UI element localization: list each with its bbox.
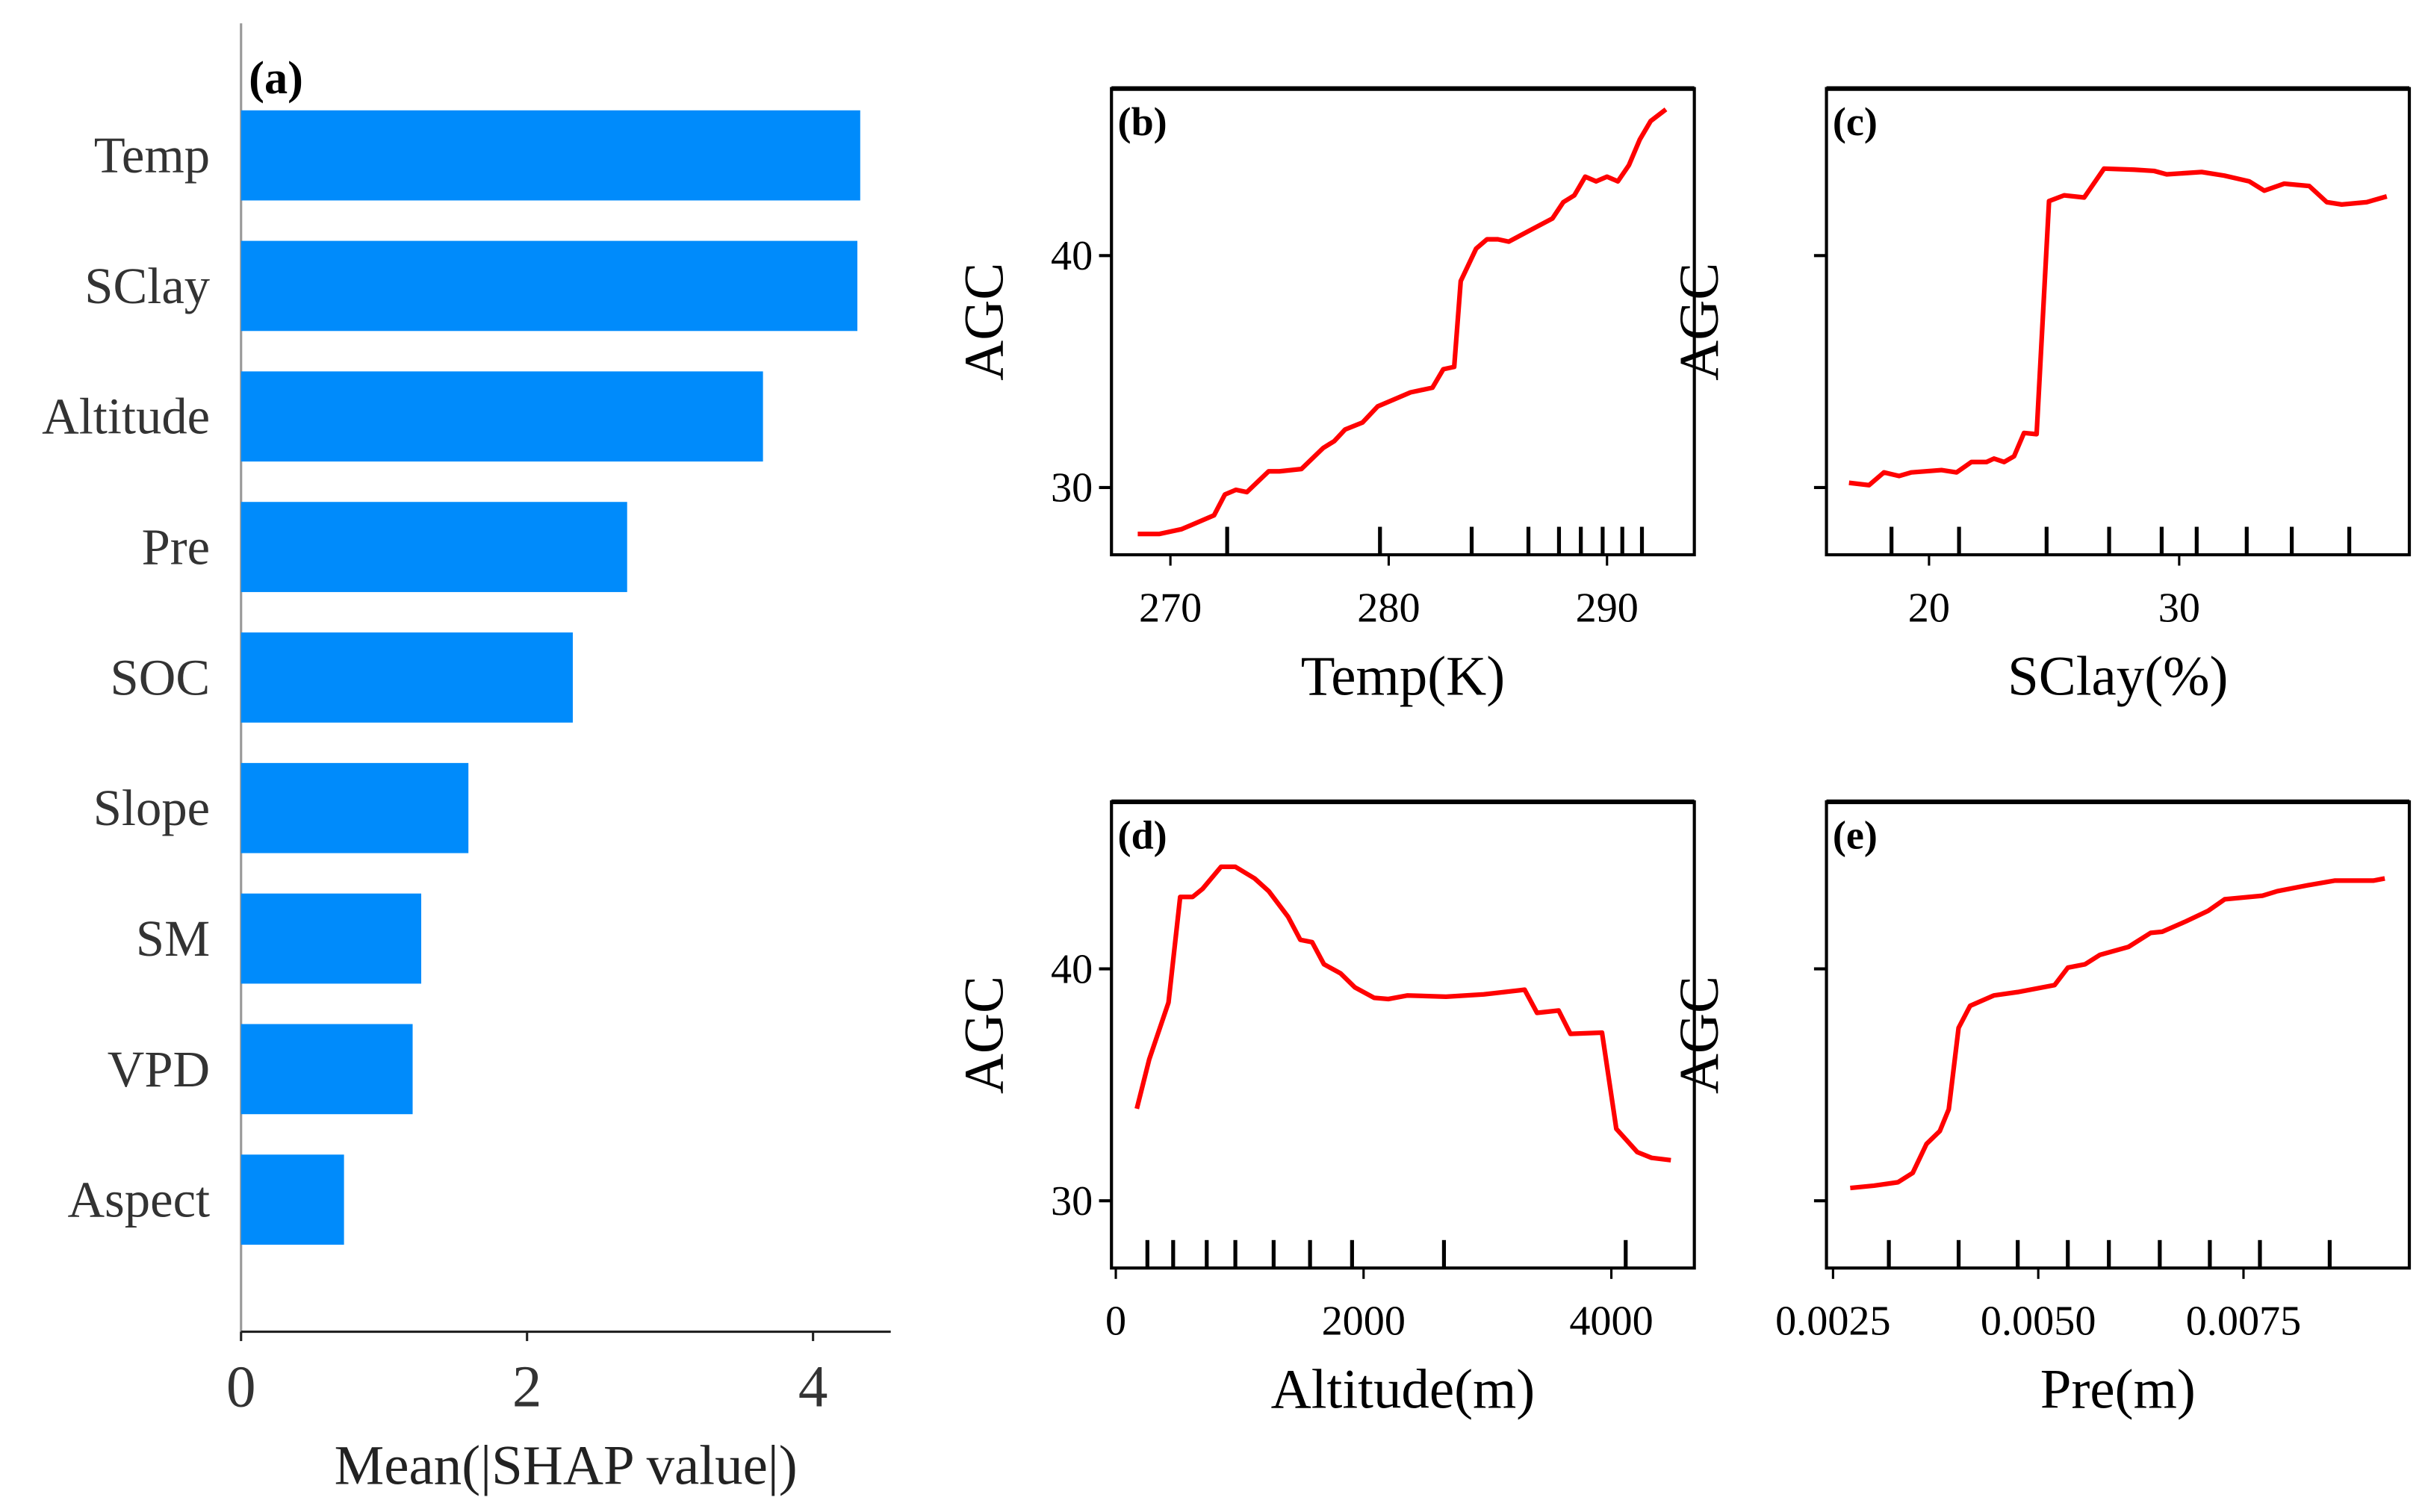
x-tick-label: 270 xyxy=(1139,585,1202,631)
x-axis-title: SClay(%) xyxy=(2008,645,2228,707)
x-tick-label: 4 xyxy=(798,1354,828,1419)
panel-label: (a) xyxy=(249,52,303,104)
category-label: Slope xyxy=(93,780,210,836)
y-axis-title: AGC xyxy=(954,976,1016,1094)
x-tick-label: 280 xyxy=(1357,585,1420,631)
bar-altitude xyxy=(240,371,763,462)
bar-pre xyxy=(240,502,627,592)
category-label: Altitude xyxy=(42,388,210,445)
panel-label: (e) xyxy=(1833,812,1878,857)
bar-slope xyxy=(240,762,469,853)
bar-temp xyxy=(240,110,860,201)
x-tick-label: 0 xyxy=(1105,1298,1126,1345)
y-tick-label: 40 xyxy=(1051,946,1093,992)
category-label: Aspect xyxy=(67,1172,210,1228)
category-label: SM xyxy=(136,910,210,967)
bar-aspect xyxy=(240,1154,344,1245)
x-axis-title: Pre(m) xyxy=(2040,1359,2196,1421)
pdp-line xyxy=(1848,166,2388,488)
category-label: Pre xyxy=(142,518,211,575)
x-tick-label: 290 xyxy=(1576,585,1639,631)
pdp-line xyxy=(1850,876,2385,1191)
category-label: SClay xyxy=(84,258,211,314)
x-axis-title: Mean(|SHAP value|) xyxy=(335,1435,798,1497)
pdp-pre-panel: (e) 0.0025 0.0050 0.0075 Pre(m) AGC xyxy=(1668,799,2412,1421)
x-tick-label: 0.0025 xyxy=(1775,1298,1891,1345)
pdp-line xyxy=(1134,864,1671,1163)
plot-frame xyxy=(1825,87,2412,557)
bar-sm xyxy=(240,893,422,984)
y-axis-title: AGC xyxy=(1668,976,1730,1094)
x-tick-label: 20 xyxy=(1908,585,1950,631)
shap-importance-bar-chart: (a) Temp SClay Altitude Pre SOC Slope SM VPD Aspe… xyxy=(42,23,891,1497)
plot-frame xyxy=(1825,800,2412,1270)
x-axis-title: Altitude(m) xyxy=(1271,1359,1536,1421)
y-tick-label: 30 xyxy=(1051,465,1093,511)
pdp-temp-panel: (b) 270 280 290 30 40 Temp(K) AGC xyxy=(954,86,1696,707)
x-tick-label: 0.0075 xyxy=(2186,1298,2302,1345)
pdp-altitude-panel: (d) 0 2000 4000 30 40 Altitude(m) AGC xyxy=(954,799,1696,1421)
y-axis-title: AGC xyxy=(954,263,1016,381)
plot-frame xyxy=(1110,800,1696,1270)
x-tick-label: 30 xyxy=(2158,585,2200,631)
y-tick-label: 30 xyxy=(1051,1178,1093,1225)
bar-vpd xyxy=(240,1024,413,1115)
plot-frame xyxy=(1110,87,1696,557)
category-label: Temp xyxy=(94,127,210,184)
x-tick-label: 0 xyxy=(226,1354,256,1419)
y-axis-title: AGC xyxy=(1668,263,1730,381)
panel-label: (c) xyxy=(1833,99,1878,144)
panel-label: (b) xyxy=(1118,99,1167,144)
x-tick-label: 4000 xyxy=(1569,1298,1653,1345)
bar-sclay xyxy=(240,240,857,332)
x-tick-label: 2000 xyxy=(1322,1298,1406,1345)
x-tick-label: 2 xyxy=(512,1354,542,1419)
pdp-sclay-panel: (c) 20 30 SClay(%) AGC xyxy=(1668,86,2412,707)
bar-soc xyxy=(240,632,573,723)
category-label: SOC xyxy=(111,649,211,706)
y-tick-label: 40 xyxy=(1051,233,1093,279)
panel-label: (d) xyxy=(1118,812,1167,857)
pdp-line xyxy=(1137,108,1668,537)
x-axis-title: Temp(K) xyxy=(1301,645,1505,707)
x-tick-label: 0.0050 xyxy=(1981,1298,2096,1345)
category-label: VPD xyxy=(108,1041,210,1098)
